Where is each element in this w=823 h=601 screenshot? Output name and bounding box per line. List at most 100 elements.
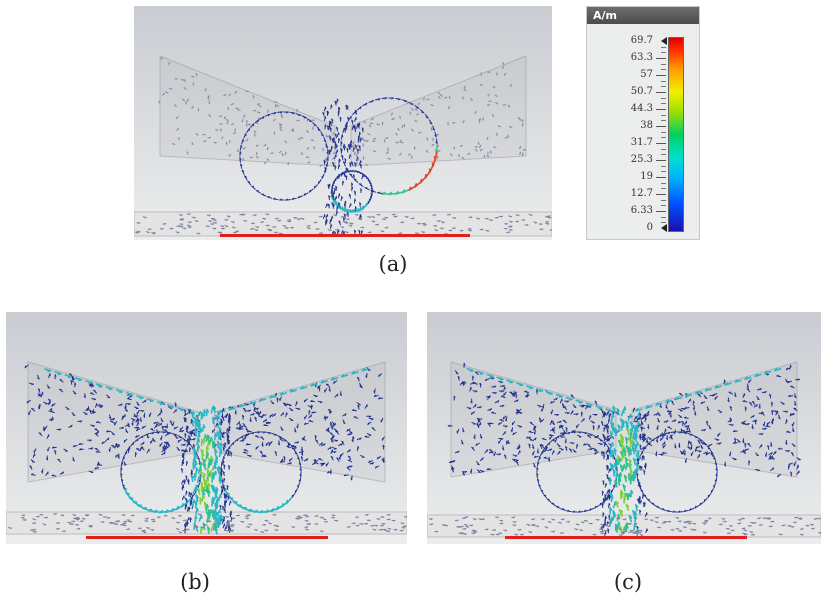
current-arrow xyxy=(339,116,342,122)
current-arrow xyxy=(742,420,746,425)
current-arrow xyxy=(279,126,283,129)
current-arrow xyxy=(263,144,267,147)
current-arrow xyxy=(790,471,793,477)
current-arrow xyxy=(76,527,81,530)
current-arrow xyxy=(323,521,328,523)
current-arrow xyxy=(643,494,648,499)
legend-colorbar xyxy=(668,37,684,232)
current-arrow xyxy=(421,222,426,225)
current-arrow xyxy=(336,210,339,216)
current-arrow xyxy=(284,140,288,144)
legend-unit: A/m xyxy=(587,7,699,24)
current-arrow xyxy=(331,202,334,207)
legend-tick-label: 50.7 xyxy=(630,86,653,97)
legend-tick-label: 12.7 xyxy=(630,188,653,199)
current-arrow xyxy=(606,474,609,479)
current-arrow xyxy=(224,529,229,532)
current-arrow xyxy=(387,157,391,160)
current-arrow xyxy=(223,464,226,470)
current-arrow xyxy=(693,435,699,439)
current-arrow xyxy=(514,533,519,536)
current-arrow xyxy=(208,114,211,118)
current-arrow xyxy=(608,502,611,508)
current-arrow xyxy=(502,104,507,106)
current-arrow xyxy=(687,522,692,525)
current-arrow xyxy=(498,421,503,426)
current-arrow xyxy=(429,523,434,526)
current-arrow xyxy=(46,434,50,439)
current-arrow xyxy=(533,425,537,431)
current-arrow xyxy=(487,395,491,400)
current-arrow xyxy=(56,428,62,431)
current-arrow xyxy=(761,411,765,416)
current-arrow xyxy=(612,469,616,477)
current-arrow xyxy=(402,525,407,528)
current-arrow xyxy=(570,394,575,399)
current-arrow xyxy=(83,411,88,415)
current-arrow xyxy=(447,121,449,126)
current-arrow xyxy=(335,430,340,435)
current-arrow xyxy=(757,388,762,391)
current-arrow xyxy=(122,522,127,525)
current-arrow xyxy=(629,421,634,429)
current-arrow xyxy=(228,426,231,431)
current-arrow xyxy=(752,419,758,422)
bowtie-arm-right xyxy=(350,55,527,167)
current-arrow xyxy=(536,448,539,454)
current-arrow xyxy=(259,450,264,455)
current-arrow xyxy=(636,458,639,463)
current-arrow xyxy=(459,229,464,232)
current-arrow xyxy=(656,425,659,431)
current-arrow xyxy=(332,132,335,136)
current-arrow xyxy=(705,452,711,456)
current-arrow xyxy=(713,482,716,489)
current-arrow xyxy=(37,374,40,380)
current-arrow xyxy=(270,152,274,154)
current-arrow xyxy=(758,433,764,436)
current-arrow xyxy=(51,446,57,449)
current-arrow xyxy=(498,390,504,393)
current-arrow xyxy=(515,460,519,466)
current-arrow xyxy=(48,408,53,412)
current-arrow xyxy=(791,443,796,447)
current-arrow xyxy=(613,459,618,467)
current-arrow xyxy=(670,529,675,531)
current-arrow xyxy=(632,407,636,413)
current-arrow xyxy=(502,415,507,420)
current-arrow xyxy=(220,468,223,474)
current-arrow xyxy=(340,226,345,229)
current-arrow xyxy=(660,508,667,511)
current-arrow xyxy=(203,482,208,490)
legend-tick-label: 31.7 xyxy=(630,137,653,148)
current-arrow xyxy=(92,409,95,414)
current-arrow xyxy=(303,458,309,462)
current-arrow xyxy=(656,437,659,443)
current-arrow xyxy=(424,171,431,179)
current-arrow xyxy=(277,435,283,439)
current-arrow xyxy=(347,459,353,463)
current-arrow xyxy=(565,431,571,435)
current-arrow xyxy=(74,377,83,382)
current-arrow xyxy=(165,432,169,437)
current-arrow xyxy=(368,124,372,128)
current-arrow xyxy=(306,130,310,133)
current-arrow xyxy=(665,404,668,409)
current-arrow xyxy=(790,385,795,389)
current-arrow xyxy=(662,444,666,449)
current-arrow xyxy=(226,432,229,438)
current-arrow xyxy=(246,127,250,133)
current-arrow xyxy=(234,409,237,415)
current-arrow xyxy=(342,127,346,133)
current-arrow xyxy=(303,192,309,196)
antenna-plot-a xyxy=(134,55,552,237)
current-arrow xyxy=(351,144,355,148)
current-arrow xyxy=(620,423,624,431)
current-arrow xyxy=(297,138,301,141)
current-arrow xyxy=(641,426,643,432)
current-arrow xyxy=(609,477,613,485)
current-arrow xyxy=(568,448,573,453)
current-arrow xyxy=(626,445,630,454)
current-arrow xyxy=(368,417,374,421)
current-arrow xyxy=(785,450,790,453)
current-arrow xyxy=(168,87,173,90)
